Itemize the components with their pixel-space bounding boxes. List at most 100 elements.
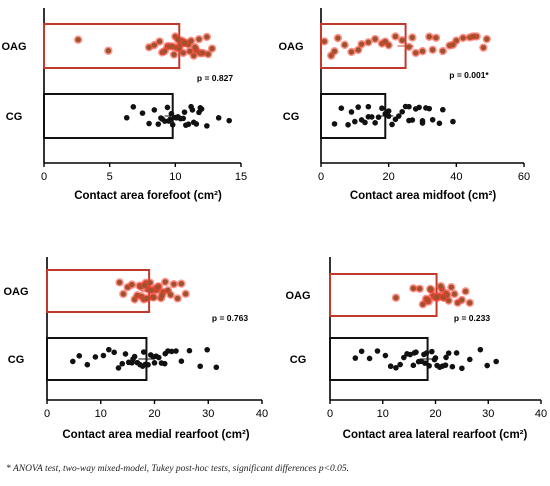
oag-point xyxy=(162,279,168,285)
cg-point xyxy=(450,118,456,125)
x-tick-label: 40 xyxy=(535,408,547,420)
cg-point xyxy=(165,118,172,124)
x-tick-label: 40 xyxy=(256,408,268,420)
cg-point xyxy=(432,355,439,361)
cg-point xyxy=(397,361,403,368)
oag-point xyxy=(424,297,431,303)
cg-point xyxy=(477,346,484,353)
oag-point xyxy=(470,33,476,40)
oag-point xyxy=(406,44,412,50)
cg-point xyxy=(151,107,158,113)
oag-point xyxy=(459,297,465,303)
cg-point xyxy=(186,347,193,354)
x-tick-label: 15 xyxy=(235,171,247,183)
oag-point xyxy=(105,48,112,54)
oag-bar xyxy=(329,273,438,317)
oag-point xyxy=(409,34,416,41)
cg-point xyxy=(429,348,435,355)
oag-point xyxy=(171,281,177,287)
cg-point xyxy=(197,105,204,111)
cg-point xyxy=(406,103,412,110)
cg-point xyxy=(410,362,417,369)
cg-point xyxy=(453,350,460,356)
oag-bar xyxy=(46,269,151,313)
p-value-label: p = 0.827 xyxy=(197,73,233,83)
cg-point xyxy=(70,358,76,365)
cg-point xyxy=(119,360,126,367)
cg-point xyxy=(355,104,362,110)
cg-point xyxy=(365,103,372,110)
cg-point xyxy=(352,355,359,361)
cg-point xyxy=(385,108,392,114)
cg-point xyxy=(445,350,452,356)
oag-point xyxy=(419,48,426,54)
x-tick-label: 20 xyxy=(429,408,441,420)
cg-point xyxy=(365,114,372,120)
oag-point xyxy=(175,36,181,43)
oag-point xyxy=(450,42,456,48)
cg-point xyxy=(379,105,385,112)
x-axis-label: Contact area midfoot (cm²) xyxy=(350,190,496,202)
cg-point xyxy=(436,120,443,127)
oag-point xyxy=(181,40,188,46)
cg-point xyxy=(411,350,418,356)
oag-point xyxy=(321,38,328,45)
oag-point xyxy=(120,291,127,297)
x-tick-label: 10 xyxy=(95,408,107,420)
oag-point xyxy=(392,33,399,40)
oag-point xyxy=(196,36,202,42)
x-tick-label: 0 xyxy=(318,171,324,183)
cg-point xyxy=(123,114,130,121)
cg-point xyxy=(389,121,395,128)
cg-point xyxy=(213,364,220,371)
cg-point xyxy=(181,109,188,115)
cg-point xyxy=(362,119,368,126)
cg-point xyxy=(440,106,446,113)
cg-point xyxy=(459,365,465,372)
oag-point xyxy=(144,295,150,302)
cg-point xyxy=(193,121,200,127)
oag-point xyxy=(188,38,194,44)
oag-point xyxy=(205,51,211,57)
oag-point xyxy=(171,51,177,58)
oag-point xyxy=(335,35,341,41)
cg-point xyxy=(215,115,222,121)
p-value-label: p = 0.233 xyxy=(454,313,490,323)
category-label: OAG xyxy=(278,41,303,53)
x-tick-label: 10 xyxy=(377,408,389,420)
cg-point xyxy=(387,363,394,370)
oag-point xyxy=(413,50,419,56)
p-value-label: p = 0.763 xyxy=(212,313,248,323)
cg-point xyxy=(331,121,338,127)
cg-point xyxy=(173,115,180,121)
oag-point xyxy=(451,291,458,297)
oag-point xyxy=(180,50,186,56)
cg-point xyxy=(443,354,449,361)
cg-point xyxy=(385,113,392,119)
x-tick-label: 0 xyxy=(327,408,333,420)
oag-point xyxy=(204,34,210,40)
oag-point xyxy=(420,301,426,308)
cg-point xyxy=(484,362,490,369)
cg-point xyxy=(399,108,406,115)
cg-point xyxy=(185,121,192,128)
cg-point xyxy=(130,104,137,110)
cg-point xyxy=(416,104,422,111)
category-label: OAG xyxy=(285,290,310,302)
x-axis-label: Contact area forefoot (cm²) xyxy=(74,190,222,202)
oag-point xyxy=(178,280,185,287)
cg-point xyxy=(158,115,164,121)
oag-point xyxy=(192,44,198,50)
category-label: CG xyxy=(283,111,300,123)
cg-point xyxy=(162,118,168,124)
oag-point xyxy=(187,48,193,54)
category-label: CG xyxy=(6,111,23,123)
x-tick-label: 0 xyxy=(44,408,50,420)
cg-bar xyxy=(43,93,174,139)
cg-point xyxy=(406,117,412,124)
x-tick-label: 40 xyxy=(450,171,462,183)
cg-point xyxy=(106,346,112,353)
cg-point xyxy=(493,358,499,365)
cg-point xyxy=(345,121,351,128)
